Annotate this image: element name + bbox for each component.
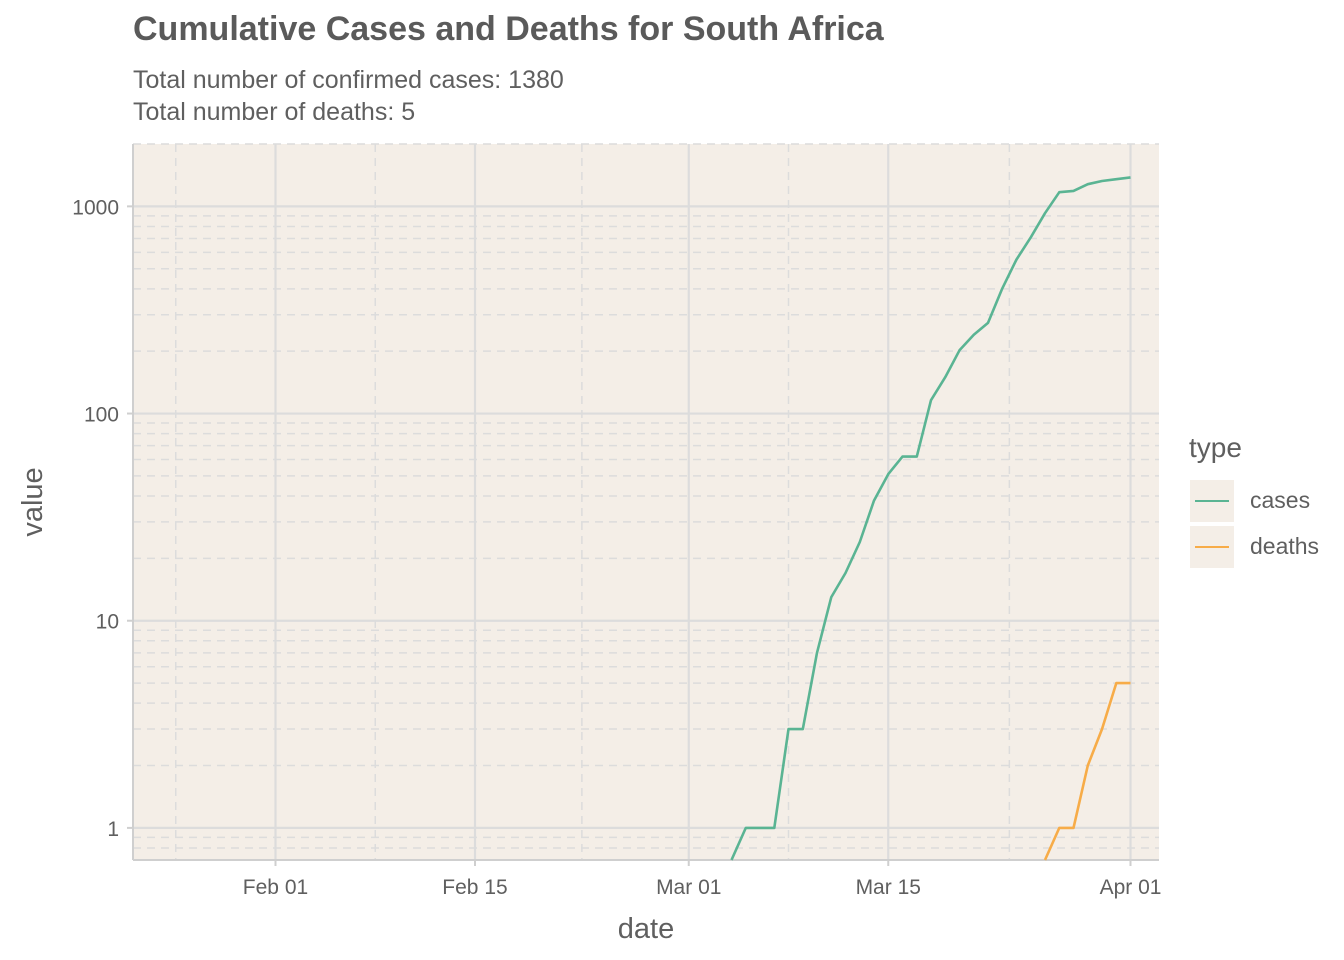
y-tick-label: 1 (107, 818, 119, 841)
legend-item-deaths: deaths (1190, 526, 1344, 568)
legend-item-cases: cases (1190, 480, 1344, 522)
y-tick-label: 1000 (72, 196, 119, 219)
y-axis-label: value (17, 467, 49, 536)
series-line-cases (730, 176, 1131, 861)
legend-label-cases: cases (1250, 487, 1311, 513)
x-tick-label: Feb 15 (442, 876, 507, 899)
series-layer (730, 176, 1131, 861)
major-gridlines (133, 144, 1159, 860)
y-tick-label: 100 (84, 404, 119, 427)
x-tick-label: Feb 01 (243, 876, 308, 899)
tick-labels: Feb 01 Feb 15 Mar 01 Mar 15 Apr 01 1 10 100 1000 (72, 196, 1161, 899)
legend-key-cases (1190, 480, 1234, 522)
x-tick-label: Mar 01 (656, 876, 721, 899)
chart-subtitle-deaths: Total number of deaths: 5 (133, 98, 416, 126)
chart-title: Cumulative Cases and Deaths for South Af… (133, 10, 884, 48)
x-axis-label: date (618, 913, 674, 945)
y-tick-label: 10 (96, 611, 119, 634)
x-tick-label: Mar 15 (856, 876, 921, 899)
series-line-deaths (1043, 681, 1131, 861)
legend-title: type (1189, 432, 1242, 463)
chart-subtitle-cases: Total number of confirmed cases: 1380 (133, 66, 564, 94)
x-tick-label: Apr 01 (1100, 876, 1162, 899)
legend-key-deaths (1190, 526, 1234, 568)
legend-label-deaths: deaths (1250, 533, 1320, 559)
plot-panel (133, 144, 1159, 860)
